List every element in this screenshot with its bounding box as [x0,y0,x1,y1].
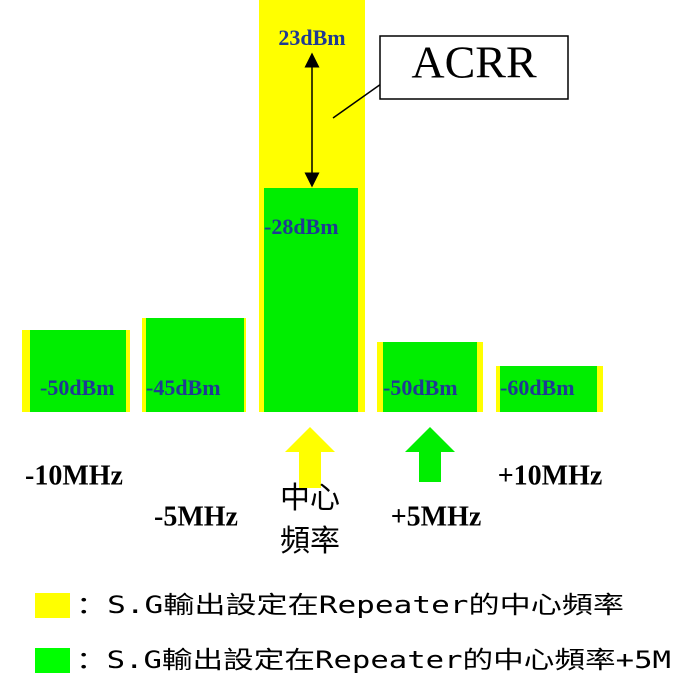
freq-label: +5MHz [391,501,482,532]
freq-label: 頻率 [280,524,340,559]
bar [383,342,477,412]
bar [264,188,358,412]
legend: ：S.G輸出設定在Repeater的中心頻率 ：S.G輸出設定在Repeater的… [35,591,671,674]
callout-box [379,35,569,100]
freq-label: 中心 [280,481,340,516]
freq-label: -5MHz [154,501,238,532]
green-arrow [405,427,455,482]
legend-swatch [35,648,70,673]
bar-label: -28dBm [264,214,339,239]
bar-label: -60dBm [500,375,575,400]
legend-swatch [35,593,70,618]
freq-label: -10MHz [25,460,123,491]
callout-text: ACRR [411,37,537,88]
bar [30,330,126,412]
freq-label: +10MHz [498,460,603,491]
bar [500,366,597,412]
legend-text: ：S.G輸出設定在Repeater的中心頻率 [76,591,624,619]
bar-label: -50dBm [40,375,115,400]
bar-label: -50dBm [383,375,458,400]
yellow-arrow [285,427,335,488]
top-label: 23dBm [278,25,345,50]
callout-line [332,83,382,119]
bar-label: -45dBm [146,375,221,400]
legend-text: ：S.G輸出設定在Repeater的中心頻率+5M [76,646,671,674]
bar [146,318,244,412]
